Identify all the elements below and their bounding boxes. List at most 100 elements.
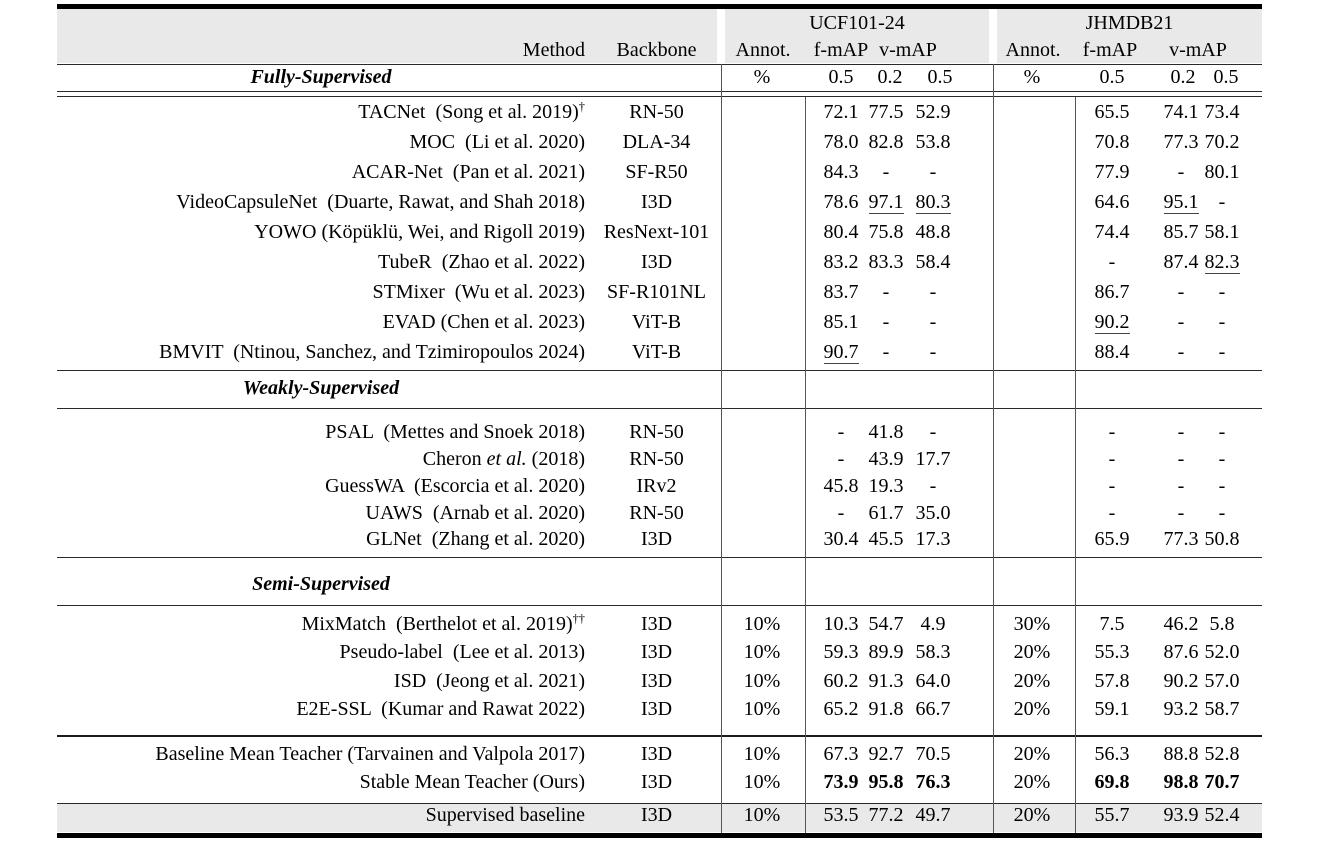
backbone-cell: IRv2	[636, 475, 677, 497]
value-cell: 89.9	[868, 641, 904, 663]
value-cell: 88.8	[1163, 743, 1199, 765]
value-cell: 91.3	[868, 670, 904, 692]
value-cell: 93.2	[1163, 698, 1199, 720]
underlined-value: 90.2	[1094, 311, 1130, 334]
value-cell: 70.7	[1182, 769, 1262, 796]
value-cell: 35.0	[915, 502, 951, 524]
subheader-v02-jhmdb: 0.2	[1170, 66, 1196, 88]
value-cell: 76.3	[893, 769, 973, 796]
horizontal-rule	[57, 735, 1262, 737]
method-cell: Pseudo-label (Lee et al. 2013)	[339, 641, 585, 663]
method-cell: ISD (Jeong et al. 2021)	[393, 670, 585, 692]
value-cell: 20%	[1013, 771, 1051, 793]
table-row: Supervised baseline I3D 10% 53.5 77.2 49.7 20%…	[0, 802, 1324, 829]
backbone-cell: ResNext-101	[603, 221, 710, 243]
value-cell: 60.2	[823, 670, 859, 692]
horizontal-rule	[57, 803, 1262, 804]
value-cell: 64.0	[915, 670, 951, 692]
value-cell: 5.8	[1209, 613, 1235, 635]
value-cell: 65.9	[1094, 528, 1130, 550]
underlined-value: 90.7	[823, 341, 859, 364]
backbone-cell: RN-50	[629, 502, 684, 524]
dagger-superscript: ††	[572, 611, 585, 626]
value-cell: 10%	[743, 743, 781, 765]
value-cell: -	[1108, 421, 1116, 443]
value-cell: 58.4	[915, 251, 951, 273]
value-cell: 7.5	[1099, 613, 1125, 635]
vertical-rule	[721, 64, 722, 833]
value-cell: 59.1	[1094, 698, 1130, 720]
col-header-fmap-jhmdb: f-mAP	[1082, 39, 1138, 61]
method-cell: MOC (Li et al. 2020)	[409, 131, 585, 153]
value-cell: -	[882, 161, 890, 183]
value-cell: 77.2	[868, 804, 904, 826]
value-cell: 52.8	[1204, 743, 1240, 765]
value-cell: 53.5	[823, 804, 859, 826]
dataset-header-jhmdb21: JHMDB21	[1085, 12, 1174, 34]
value-cell: 20%	[1013, 670, 1051, 692]
table-row: BMVIT (Ntinou, Sanchez, and Tzimiropoulo…	[0, 339, 1324, 366]
method-cell: STMixer (Wu et al. 2023)	[372, 281, 585, 303]
value-cell: -	[882, 341, 890, 363]
value-cell: 87.6	[1163, 641, 1199, 663]
backbone-cell: I3D	[640, 641, 673, 663]
value-cell: 65.2	[823, 698, 859, 720]
value-cell: 45.5	[868, 528, 904, 550]
value-cell: -	[837, 448, 845, 470]
value-cell: -	[1177, 448, 1185, 470]
backbone-cell: I3D	[640, 743, 673, 765]
header-background-ucf	[725, 9, 989, 63]
backbone-cell: DLA-34	[622, 131, 691, 153]
horizontal-rule	[57, 4, 1262, 9]
value-cell: 20%	[1013, 641, 1051, 663]
backbone-cell: RN-50	[629, 448, 684, 470]
value-cell: 97.1	[846, 189, 926, 216]
value-cell: -	[1177, 475, 1185, 497]
value-cell: 70.5	[915, 743, 951, 765]
table-row: MixMatch (Berthelot et al. 2019)†† I3D 10%…	[0, 611, 1324, 638]
table-row: YOWO (Köpüklü, Wei, and Rigoll 2019) ResN…	[0, 219, 1324, 246]
value-cell: 55.7	[1094, 804, 1130, 826]
value-cell: 73.9	[801, 769, 881, 796]
value-cell: 95.1	[1141, 189, 1221, 216]
value-cell: -	[1108, 475, 1116, 497]
value-cell: 77.9	[1094, 161, 1130, 183]
value-cell: 10.3	[823, 613, 859, 635]
value-cell: 58.3	[915, 641, 951, 663]
method-cell: TACNet (Song et al. 2019)†	[358, 99, 585, 123]
value-cell: 82.3	[1182, 249, 1262, 276]
subheader-pct-ucf: %	[753, 66, 771, 88]
table-row: ACAR-Net (Pan et al. 2021) SF-R50 84.3 - - 77…	[0, 159, 1324, 186]
value-cell: 54.7	[868, 613, 904, 635]
value-cell: 90.2	[1163, 670, 1199, 692]
method-cell: EVAD (Chen et al. 2023)	[382, 311, 585, 333]
value-cell: 49.7	[915, 804, 951, 826]
value-cell: 78.6	[823, 191, 859, 213]
method-cell: Supervised baseline	[425, 804, 585, 826]
bold-value: 69.8	[1094, 771, 1130, 793]
backbone-cell: I3D	[640, 804, 673, 826]
value-cell: -	[929, 475, 937, 497]
col-header-vmap-jhmdb: v-mAP	[1169, 39, 1227, 61]
subheader-pct-jhmdb: %	[1023, 66, 1041, 88]
value-cell: -	[1177, 341, 1185, 363]
value-cell: 61.7	[868, 502, 904, 524]
value-cell: 4.9	[920, 613, 946, 635]
vertical-rule	[1075, 97, 1076, 833]
header-background-left	[57, 9, 717, 63]
table-row: TACNet (Song et al. 2019)† RN-50 72.1 77.5 5…	[0, 99, 1324, 126]
value-cell: -	[882, 311, 890, 333]
subheader-v05-ucf: 0.5	[927, 66, 953, 88]
col-header-method: Method	[522, 39, 585, 61]
value-cell: -	[1177, 421, 1185, 443]
horizontal-rule	[57, 370, 1262, 371]
col-header-fmap-ucf: f-mAP	[813, 39, 869, 61]
value-cell: 50.8	[1204, 528, 1240, 550]
value-cell: 55.3	[1094, 641, 1130, 663]
value-cell: 80.1	[1204, 161, 1240, 183]
value-cell: -	[1218, 191, 1226, 213]
value-cell: 57.8	[1094, 670, 1130, 692]
value-cell: 77.3	[1163, 131, 1199, 153]
bold-value: 76.3	[915, 771, 951, 793]
